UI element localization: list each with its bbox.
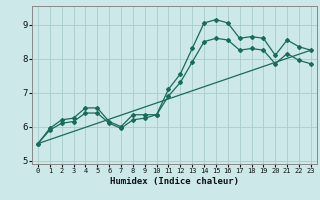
X-axis label: Humidex (Indice chaleur): Humidex (Indice chaleur) xyxy=(110,177,239,186)
